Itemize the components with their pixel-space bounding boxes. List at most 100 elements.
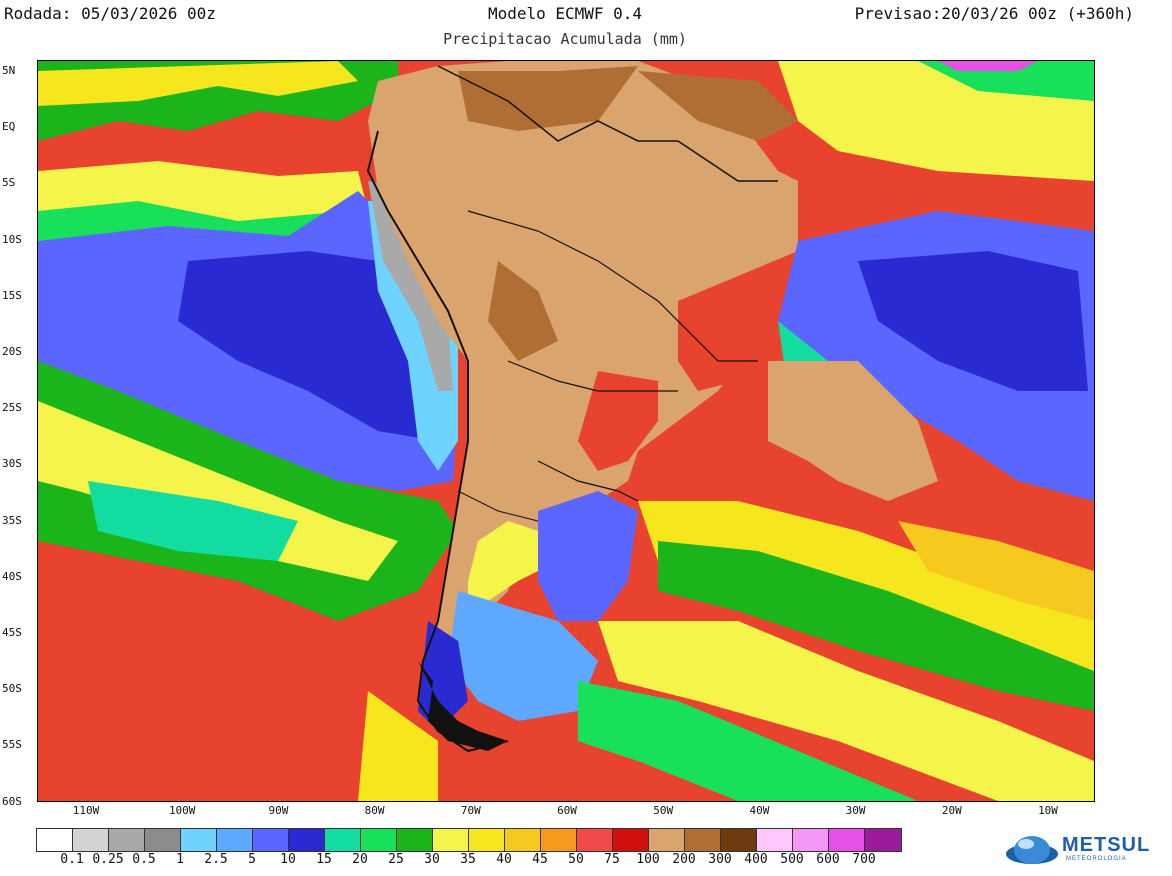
map-region: [578, 681, 918, 801]
map-region: [38, 61, 358, 106]
map-region: [538, 491, 638, 621]
legend-swatch: [37, 829, 73, 851]
country-border: [507, 360, 678, 392]
legend-label: 75: [604, 852, 620, 867]
legend-label: 40: [496, 852, 512, 867]
legend-swatch: [577, 829, 613, 851]
legend-swatch: [289, 829, 325, 851]
map-region: [38, 401, 398, 581]
legend-label: 0.25: [92, 852, 124, 867]
legend-swatch: [793, 829, 829, 851]
lat-label: 35S: [2, 513, 22, 527]
run-date-label: Rodada: 05/03/2026 00z: [4, 4, 216, 23]
legend-swatch: [73, 829, 109, 851]
country-border: [437, 65, 778, 182]
country-border: [457, 490, 539, 522]
map-region: [178, 251, 438, 441]
map-region: [858, 251, 1088, 391]
legend-swatch: [721, 829, 757, 851]
legend-label: 10: [280, 852, 296, 867]
lat-label: 10S: [2, 232, 22, 246]
precipitation-legend: [36, 828, 902, 852]
lon-label: 30W: [845, 804, 866, 817]
legend-label: 600: [816, 852, 840, 867]
logo-tagline: METEOROLOGIA: [1066, 856, 1127, 862]
legend-swatch: [397, 829, 433, 851]
map-region: [368, 181, 453, 391]
map-region: [38, 561, 378, 801]
lon-label: 10W: [1038, 804, 1058, 817]
legend-swatch: [253, 829, 289, 851]
lon-label: 80W: [364, 804, 385, 817]
precipitation-map[interactable]: [37, 60, 1095, 802]
legend-swatch: [181, 829, 217, 851]
model-title: Modelo ECMWF 0.4: [487, 4, 643, 23]
patagonia-coast: [418, 661, 508, 751]
legend-label: 20: [352, 852, 368, 867]
lon-label: 60W: [557, 804, 577, 817]
legend-label: 500: [780, 852, 804, 867]
map-region: [458, 66, 638, 131]
lat-label: 15S: [2, 288, 22, 302]
country-border: [467, 210, 758, 362]
legend-swatch: [109, 829, 145, 851]
map-region: [358, 691, 438, 801]
legend-label: 25: [388, 852, 404, 867]
map-region: [638, 71, 798, 141]
map-region: [768, 361, 938, 501]
lat-label: 5N: [2, 64, 16, 77]
map-region: [598, 621, 1094, 801]
legend-swatch: [505, 829, 541, 851]
legend-swatch: [829, 829, 865, 851]
map-subtitle: Precipitacao Acumulada (mm): [443, 30, 687, 48]
map-canvas: [38, 61, 1094, 801]
map-region: [88, 481, 298, 561]
legend-swatch: [649, 829, 685, 851]
legend-label: 35: [460, 852, 476, 867]
legend-swatch: [325, 829, 361, 851]
map-region: [658, 541, 1094, 711]
map-region: [938, 61, 1038, 71]
continent-dry-area: [368, 61, 798, 711]
legend-swatch: [433, 829, 469, 851]
legend-label: 45: [532, 852, 548, 867]
legend-swatch: [757, 829, 793, 851]
legend-label: 0.5: [132, 852, 156, 867]
forecast-label: Previsao:20/03/26 00z (+360h): [854, 4, 1134, 23]
lat-label: 30S: [2, 457, 22, 471]
legend-swatch: [613, 829, 649, 851]
lon-label: 70W: [460, 804, 481, 817]
lat-label: 55S: [2, 738, 22, 752]
map-region: [898, 521, 1094, 621]
lat-label: EQ: [2, 120, 16, 134]
lat-label: 40S: [2, 569, 22, 583]
lon-label: 110W: [72, 804, 100, 817]
lat-label: 60S: [2, 794, 22, 808]
legend-swatch: [469, 829, 505, 851]
legend-swatch: [685, 829, 721, 851]
map-region: [488, 261, 558, 361]
legend-label: 15: [316, 852, 332, 867]
legend-label: 2.5: [204, 852, 228, 867]
lat-label: 45S: [2, 626, 22, 639]
logo-name: METSUL: [1062, 834, 1151, 856]
lat-label: 20S: [2, 345, 22, 358]
lat-label: 5S: [2, 176, 16, 190]
globe-icon: [1006, 836, 1058, 864]
lat-label: 25S: [2, 401, 22, 415]
lat-label: 50S: [2, 682, 22, 696]
legend-label: 1: [176, 852, 184, 867]
legend-label: 200: [672, 852, 696, 867]
map-region: [468, 521, 558, 621]
lon-label: 50W: [653, 804, 674, 817]
legend-label: 0.1: [60, 852, 84, 867]
legend-label: 5: [248, 852, 256, 867]
legend-swatch: [541, 829, 577, 851]
country-border: [537, 460, 639, 502]
legend-label: 50: [568, 852, 584, 867]
legend-swatch: [361, 829, 397, 851]
legend-label: 700: [852, 852, 876, 867]
legend-swatch: [145, 829, 181, 851]
lon-label: 100W: [168, 804, 196, 817]
lon-label: 90W: [268, 804, 289, 817]
